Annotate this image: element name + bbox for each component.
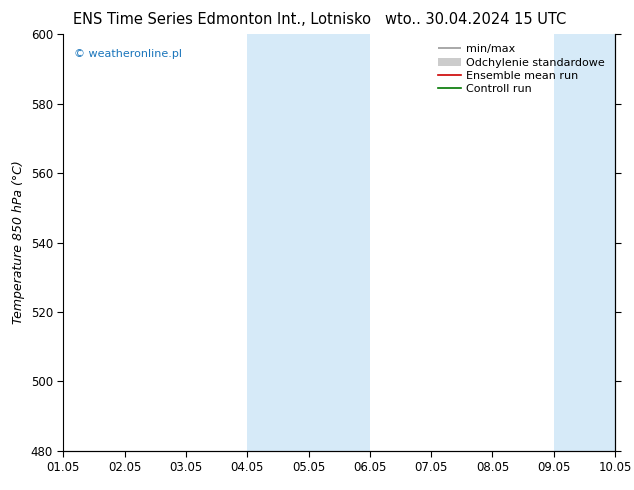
Y-axis label: Temperature 850 hPa (°C): Temperature 850 hPa (°C) [12, 161, 25, 324]
Bar [309, 34, 370, 451]
Legend: min/max, Odchylenie standardowe, Ensemble mean run, Controll run: min/max, Odchylenie standardowe, Ensembl… [434, 40, 609, 99]
Bar [553, 34, 615, 451]
Text: ENS Time Series Edmonton Int., Lotnisko: ENS Time Series Edmonton Int., Lotnisko [73, 12, 371, 27]
Text: © weatheronline.pl: © weatheronline.pl [74, 49, 183, 59]
Text: wto.. 30.04.2024 15 UTC: wto.. 30.04.2024 15 UTC [385, 12, 566, 27]
Bar [247, 34, 309, 451]
